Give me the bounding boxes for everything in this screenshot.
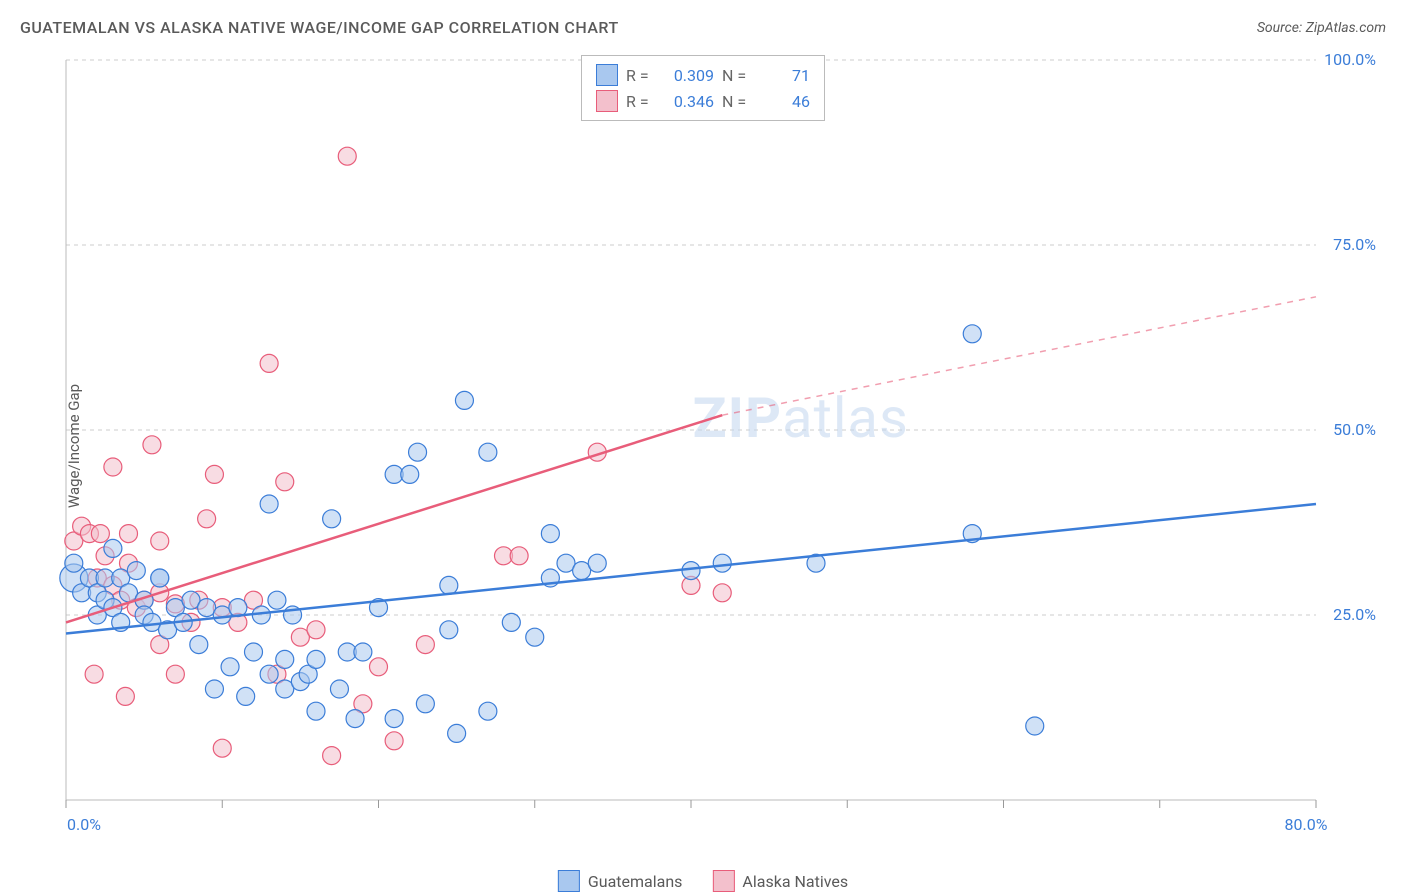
scatter-point [307, 621, 325, 639]
scatter-point [323, 747, 341, 765]
trend-line-pink [66, 415, 722, 622]
svg-text:75.0%: 75.0% [1333, 235, 1376, 254]
chart-header: GUATEMALAN VS ALASKA NATIVE WAGE/INCOME … [20, 18, 1386, 37]
svg-text:50.0%: 50.0% [1333, 420, 1376, 439]
legend-item-guatemalans: Guatemalans [558, 870, 683, 892]
n-label: N = [722, 66, 750, 85]
scatter-point [151, 569, 169, 587]
scatter-point [260, 665, 278, 683]
scatter-point [143, 436, 161, 454]
scatter-point [330, 680, 348, 698]
scatter-point [479, 443, 497, 461]
scatter-point [346, 710, 364, 728]
correlation-legend: R = 0.309 N = 71 R = 0.346 N = 46 [581, 55, 825, 121]
scatter-point [354, 643, 372, 661]
scatter-point [370, 658, 388, 676]
scatter-point [104, 458, 122, 476]
scatter-point [401, 465, 419, 483]
r-label: R = [626, 92, 654, 111]
scatter-point [440, 576, 458, 594]
r-value-pink: 0.346 [662, 92, 714, 111]
scatter-point [416, 695, 434, 713]
scatter-point [104, 539, 122, 557]
legend-row-guatemalans: R = 0.309 N = 71 [596, 62, 810, 88]
scatter-point [260, 354, 278, 372]
scatter-point [526, 628, 544, 646]
scatter-point [1026, 717, 1044, 735]
n-label: N = [722, 92, 750, 111]
svg-text:0.0%: 0.0% [67, 815, 101, 834]
scatter-point [120, 525, 138, 543]
scatter-point [205, 465, 223, 483]
legend-label: Guatemalans [588, 872, 683, 891]
scatter-point [237, 687, 255, 705]
scatter-point [276, 650, 294, 668]
scatter-point [151, 532, 169, 550]
scatter-point [276, 473, 294, 491]
chart-title: GUATEMALAN VS ALASKA NATIVE WAGE/INCOME … [20, 18, 619, 37]
legend-swatch-pink [712, 870, 734, 892]
scatter-point [91, 525, 109, 543]
scatter-point [713, 554, 731, 572]
scatter-point [116, 687, 134, 705]
scatter-point [416, 636, 434, 654]
svg-text:ZIPatlas: ZIPatlas [693, 385, 909, 451]
scatter-point [166, 665, 184, 683]
scatter-point [385, 710, 403, 728]
scatter-point [190, 636, 208, 654]
scatter-point [198, 510, 216, 528]
scatter-point [440, 621, 458, 639]
scatter-point [221, 658, 239, 676]
svg-text:25.0%: 25.0% [1333, 605, 1376, 624]
scatter-point [713, 584, 731, 602]
scatter-point [409, 443, 427, 461]
scatter-point [307, 702, 325, 720]
n-value-pink: 46 [758, 92, 810, 111]
scatter-point [205, 680, 223, 698]
scatter-point [127, 562, 145, 580]
scatter-point [65, 554, 83, 572]
scatter-point [448, 724, 466, 742]
legend-swatch-pink [596, 90, 618, 112]
r-label: R = [626, 66, 654, 85]
legend-swatch-blue [596, 64, 618, 86]
legend-item-alaska-natives: Alaska Natives [712, 870, 848, 892]
scatter-point [323, 510, 341, 528]
scatter-point [85, 665, 103, 683]
scatter-point [588, 554, 606, 572]
scatter-point [245, 643, 263, 661]
source-attribution: Source: ZipAtlas.com [1257, 20, 1386, 36]
r-value-blue: 0.309 [662, 66, 714, 85]
scatter-point [502, 613, 520, 631]
trend-line-blue [66, 504, 1316, 634]
svg-text:100.0%: 100.0% [1324, 50, 1376, 69]
scatter-point [455, 391, 473, 409]
scatter-point [213, 739, 231, 757]
scatter-point [479, 702, 497, 720]
scatter-point [338, 147, 356, 165]
scatter-point [268, 591, 286, 609]
legend-row-alaska-natives: R = 0.346 N = 46 [596, 88, 810, 114]
legend-label: Alaska Natives [742, 872, 848, 891]
scatter-point [260, 495, 278, 513]
scatter-plot: 25.0% 50.0% 75.0% 100.0% 0.0% 80.0% ZIPatlas [56, 50, 1386, 840]
chart-area: 25.0% 50.0% 75.0% 100.0% 0.0% 80.0% ZIPatlas [56, 50, 1386, 840]
svg-text:80.0%: 80.0% [1285, 815, 1328, 834]
scatter-point [385, 732, 403, 750]
scatter-point [963, 325, 981, 343]
scatter-point [541, 525, 559, 543]
series-legend: Guatemalans Alaska Natives [558, 870, 848, 892]
scatter-point [510, 547, 528, 565]
scatter-point [307, 650, 325, 668]
legend-swatch-blue [558, 870, 580, 892]
n-value-blue: 71 [758, 66, 810, 85]
